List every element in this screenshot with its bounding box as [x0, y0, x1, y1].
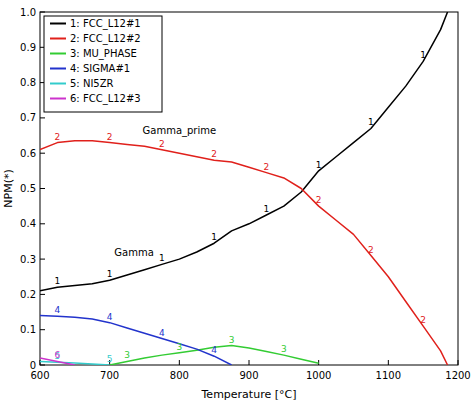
y-tick-label: 0.7	[20, 112, 36, 123]
curve-label: 4	[55, 305, 61, 315]
x-tick	[458, 360, 459, 365]
legend-swatch	[50, 83, 66, 85]
y-tick	[40, 365, 45, 366]
series-line	[110, 346, 319, 365]
curve-label: 2	[420, 315, 426, 325]
y-tick-label: 0.4	[20, 218, 36, 229]
y-tick	[40, 117, 45, 118]
curve-label: 1	[211, 232, 217, 242]
curve-label: 1	[368, 117, 374, 127]
y-tick-label: 1.0	[20, 7, 36, 18]
legend-label: 1: FCC_L12#1	[70, 18, 141, 30]
annotation: Gamma_prime	[143, 125, 217, 137]
y-tick	[40, 259, 45, 260]
curve-label: 5	[107, 354, 113, 364]
legend-label: 5: NI5ZR	[70, 78, 114, 89]
x-axis-label: Temperature [°C]	[201, 388, 297, 401]
legend-label: 4: SIGMA#1	[70, 63, 130, 74]
legend-swatch	[50, 68, 66, 70]
legend-label: 2: FCC_L12#2	[70, 33, 141, 45]
legend-swatch	[50, 38, 66, 40]
x-tick-label: 600	[30, 370, 49, 381]
x-tick-label: 1000	[306, 370, 331, 381]
curve-label: 1	[420, 50, 426, 60]
x-tick	[179, 360, 180, 365]
legend-label: 3: MU_PHASE	[70, 48, 137, 60]
y-tick-label: 0.5	[20, 183, 36, 194]
curve-label: 3	[281, 344, 287, 354]
curve-label: 2	[211, 149, 217, 159]
curve-label: 1	[316, 160, 322, 170]
x-tick-label: 900	[239, 370, 258, 381]
curve-label: 4	[107, 312, 113, 322]
y-tick-label: 0.3	[20, 254, 36, 265]
series-group	[40, 12, 448, 365]
legend: 1: FCC_L12#1 2: FCC_L12#2 3: MU_PHASE 4: SI…	[44, 16, 162, 112]
plot-frame	[40, 12, 458, 365]
x-tick-label: 700	[100, 370, 119, 381]
legend-swatch	[50, 53, 66, 55]
legend-swatch	[50, 98, 66, 100]
y-tick	[40, 12, 45, 13]
y-tick-label: 0.2	[20, 289, 36, 300]
y-tick-label: 0.6	[20, 148, 36, 159]
legend-swatch	[50, 23, 66, 25]
annotation: Gamma	[114, 247, 154, 258]
series-line	[40, 316, 232, 365]
curve-label: 2	[159, 139, 165, 149]
curve-label: 2	[368, 245, 374, 255]
x-tick-label: 800	[170, 370, 189, 381]
y-tick	[40, 294, 45, 295]
curve-label: 2	[316, 195, 322, 205]
x-tick-label: 1200	[445, 370, 470, 381]
curve-label: 4	[211, 345, 217, 355]
curve-label: 2	[264, 162, 270, 172]
curve-label: 1	[264, 204, 270, 214]
curve-label: 5	[55, 351, 61, 361]
x-tick	[388, 360, 389, 365]
curve-label: 3	[176, 342, 182, 352]
curve-label: 2	[55, 132, 61, 142]
curve-label: 6	[55, 350, 61, 360]
y-tick	[40, 223, 45, 224]
x-tick	[249, 360, 250, 365]
y-tick	[40, 188, 45, 189]
series-line	[40, 12, 448, 291]
curve-label: 3	[124, 350, 130, 360]
curve-label: 1	[107, 269, 113, 279]
y-tick-label: 0.8	[20, 77, 36, 88]
legend-label: 6: FCC_L12#3	[70, 93, 141, 105]
y-tick	[40, 153, 45, 154]
legend-box	[44, 16, 162, 112]
y-tick	[40, 329, 45, 330]
curve-label: 1	[159, 253, 165, 263]
y-tick-label: 0	[30, 360, 36, 371]
chart: 600 700 800 900 1000 1100 1200 0 0.1 0.2 0.3 0.4 0.5…	[0, 0, 473, 408]
y-tick-label: 0.1	[20, 324, 36, 335]
series-line	[40, 141, 448, 365]
x-tick-label: 1100	[376, 370, 401, 381]
curve-label: 1	[55, 276, 61, 286]
curve-label: 3	[229, 335, 235, 345]
y-axis-label: NPM(*)	[2, 169, 15, 207]
y-tick-label: 0.9	[20, 42, 36, 53]
curve-label: 4	[159, 328, 165, 338]
curve-label: 2	[107, 132, 113, 142]
